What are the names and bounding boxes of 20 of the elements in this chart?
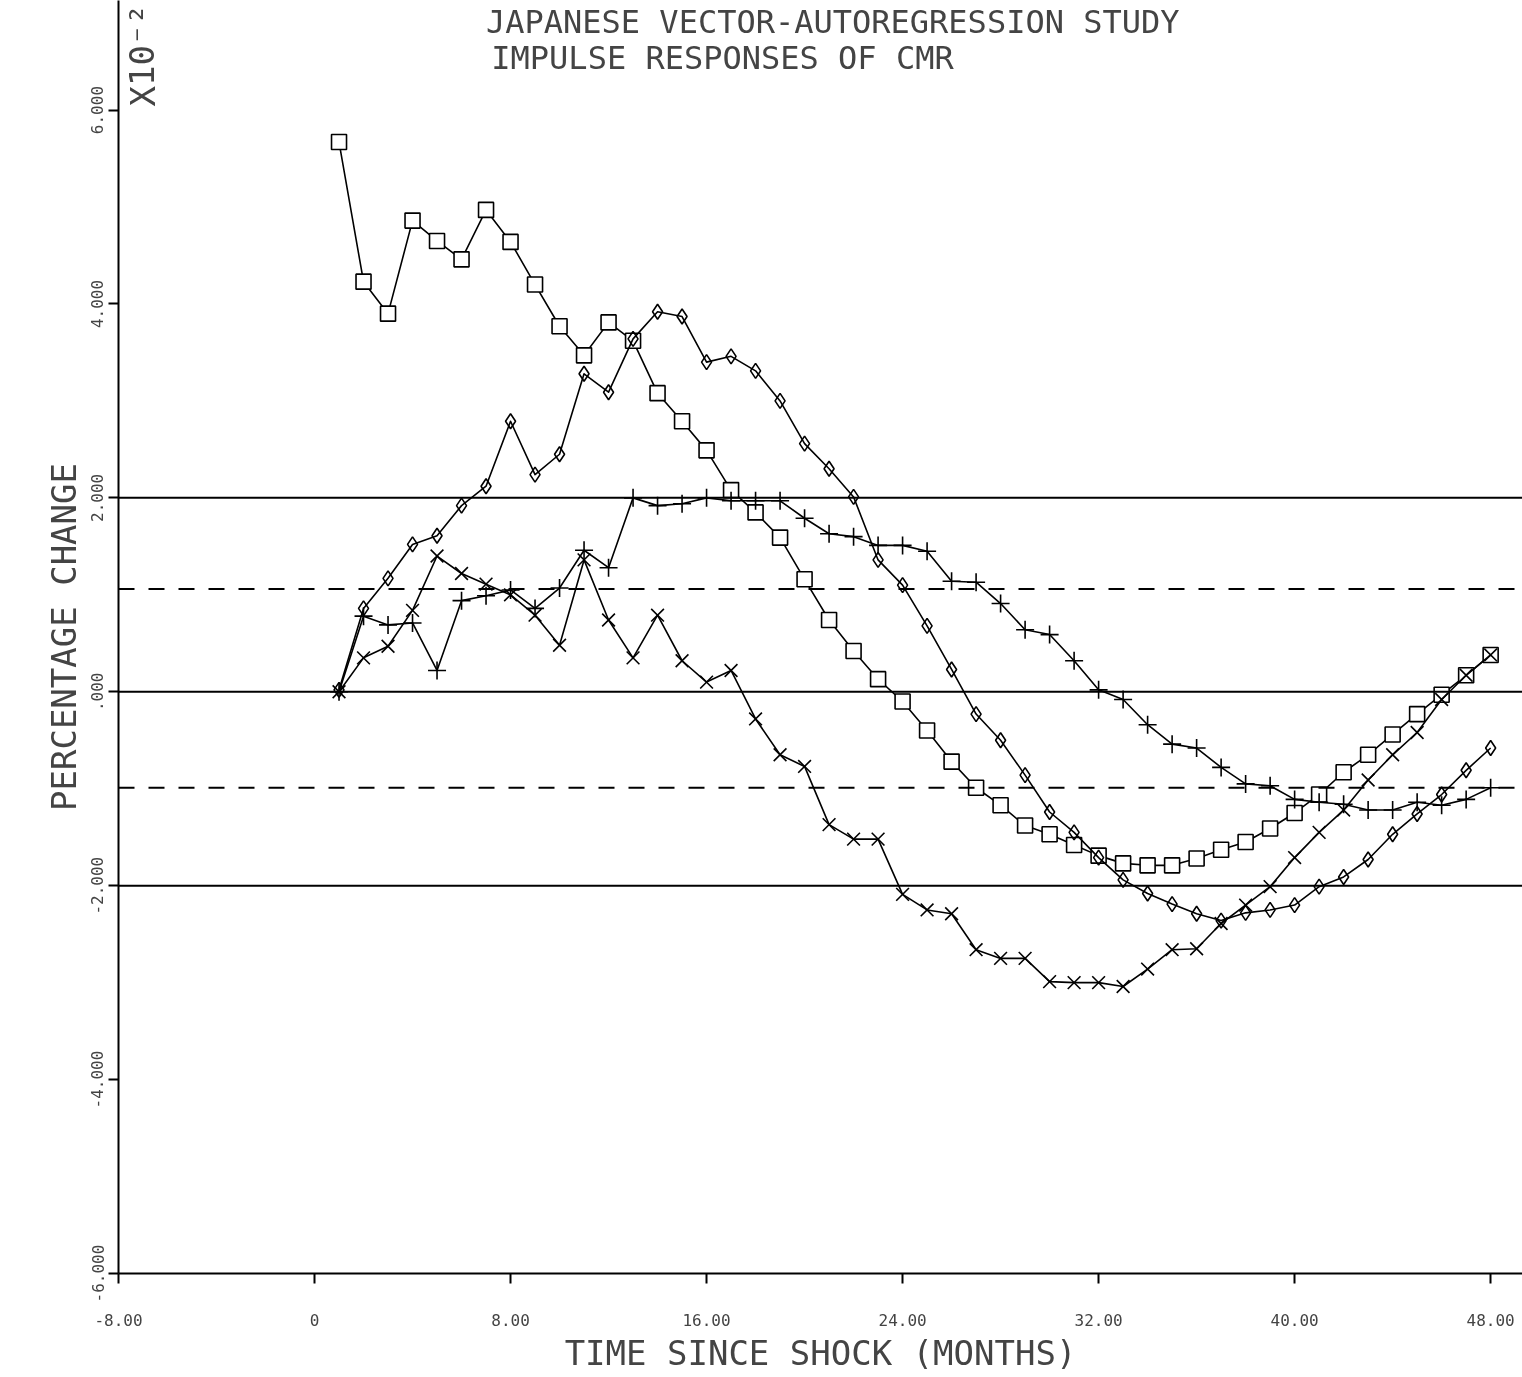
x-tick-label: 40.00 [1270,1310,1319,1330]
y-tick-label: -4.000 [88,1050,108,1109]
x-tick-label: 48.00 [1466,1310,1515,1330]
x-tick-label: -8.00 [94,1310,143,1330]
y-tick-label: -6.000 [88,1244,108,1303]
y-tick-label: .000 [88,672,108,712]
x-tick-label: 32.00 [1074,1310,1123,1330]
x-tick-label: 16.00 [682,1310,731,1330]
x-tick-label: 0 [309,1310,320,1330]
y-tick-label: 4.000 [88,279,108,329]
text: IMPULSE RESPONSES OF CMR [491,38,955,77]
y-tick-label: -2.000 [88,856,108,915]
y-tick-label: 6.000 [88,85,108,135]
chart-title: JAPANESE VECTOR-AUTOREGRESSION STUDY [485,2,1180,41]
x-tick-label: 24.00 [878,1310,927,1330]
annotation: X10⁻² [122,4,163,107]
y-tick-label: 2.000 [88,473,108,522]
x-tick-label: 8.00 [491,1310,530,1330]
y-axis-title: PERCENTAGE CHANGE [43,462,84,811]
x-axis-title: TIME SINCE SHOCK (MONTHS) [564,1332,1077,1373]
